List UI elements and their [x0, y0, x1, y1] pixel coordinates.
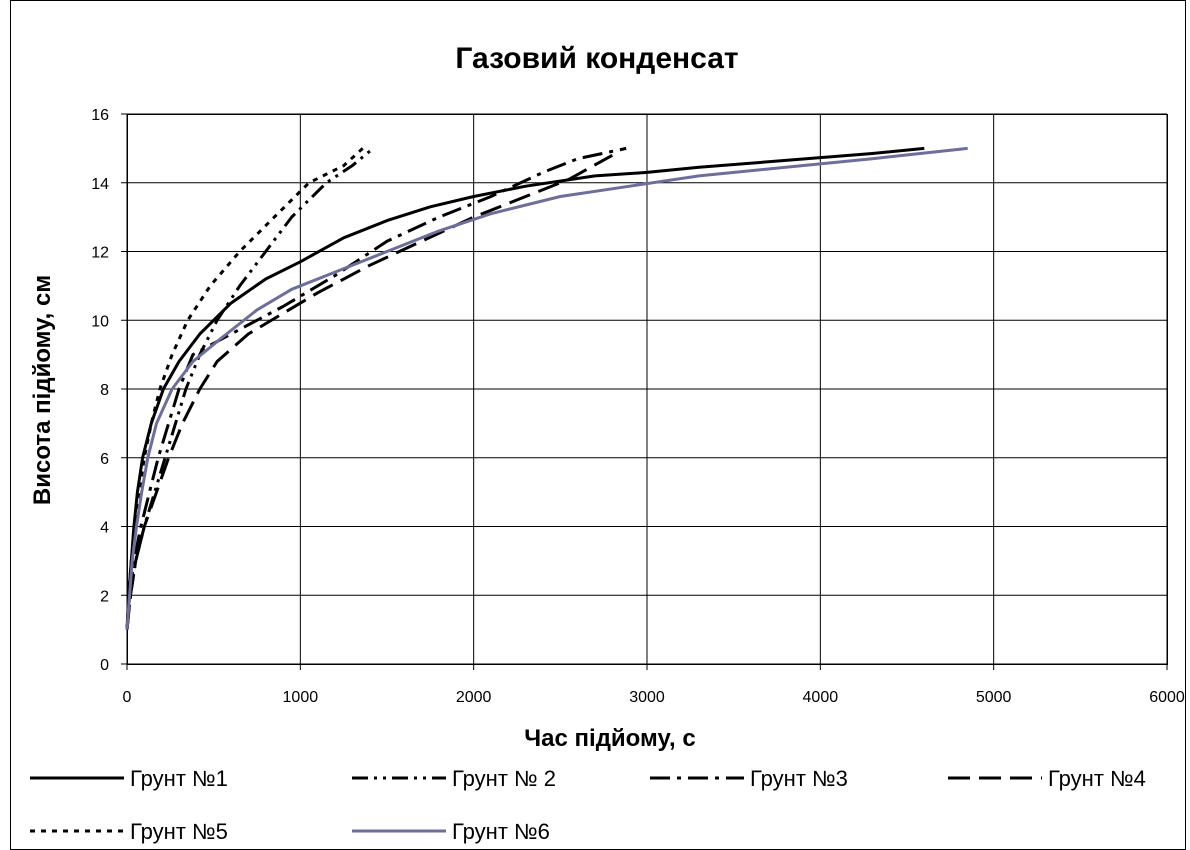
- x-tick-label-4: 4000: [803, 689, 839, 706]
- y-tick-label-4: 8: [100, 382, 109, 399]
- series-line-4: [125, 153, 614, 630]
- series-line-5: [125, 147, 364, 630]
- y-tick-label-7: 14: [91, 176, 109, 193]
- y-tick-label-0: 0: [100, 657, 109, 674]
- x-tick-label-3: 3000: [629, 689, 665, 706]
- chart-area-border: [10, 0, 1186, 850]
- chart-title: Газовий конденсат: [455, 42, 738, 75]
- grid-lines: [126, 113, 1168, 665]
- legend-label-2: Грунт № 2: [452, 766, 556, 791]
- x-tick-label-6: 6000: [1149, 689, 1185, 706]
- series-lines: [125, 146, 968, 630]
- legend-label-6: Грунт №6: [452, 819, 550, 844]
- x-tick-label-2: 2000: [456, 689, 492, 706]
- series-line-2: [125, 147, 375, 630]
- y-tick-label-1: 2: [100, 588, 109, 605]
- legend: Грунт №1 Грунт № 2 Грунт №3 Грунт №4 Грунт №…: [30, 766, 1146, 844]
- series-line-6: [125, 146, 968, 630]
- x-axis-ticks: 0 1000 2000 3000 4000 5000 6000: [123, 664, 1185, 706]
- legend-label-1: Грунт №1: [130, 766, 228, 791]
- x-axis-label: Час підйому, с: [524, 725, 695, 752]
- series-line-1: [125, 146, 925, 630]
- legend-label-3: Грунт №3: [750, 766, 848, 791]
- x-tick-label-1: 1000: [283, 689, 319, 706]
- x-tick-label-0: 0: [123, 689, 132, 706]
- x-tick-label-5: 5000: [976, 689, 1012, 706]
- y-tick-label-5: 10: [91, 313, 109, 330]
- y-tick-label-6: 12: [91, 245, 109, 262]
- legend-label-4: Грунт №4: [1048, 766, 1146, 791]
- y-tick-label-2: 4: [100, 520, 109, 537]
- y-tick-label-8: 16: [91, 107, 109, 124]
- y-axis-label: Висота підйому, см: [29, 275, 56, 505]
- legend-label-5: Грунт №5: [130, 819, 228, 844]
- y-tick-label-3: 6: [100, 451, 109, 468]
- y-axis-ticks: 0 2 4 6 8 10 12 14 16: [91, 107, 127, 674]
